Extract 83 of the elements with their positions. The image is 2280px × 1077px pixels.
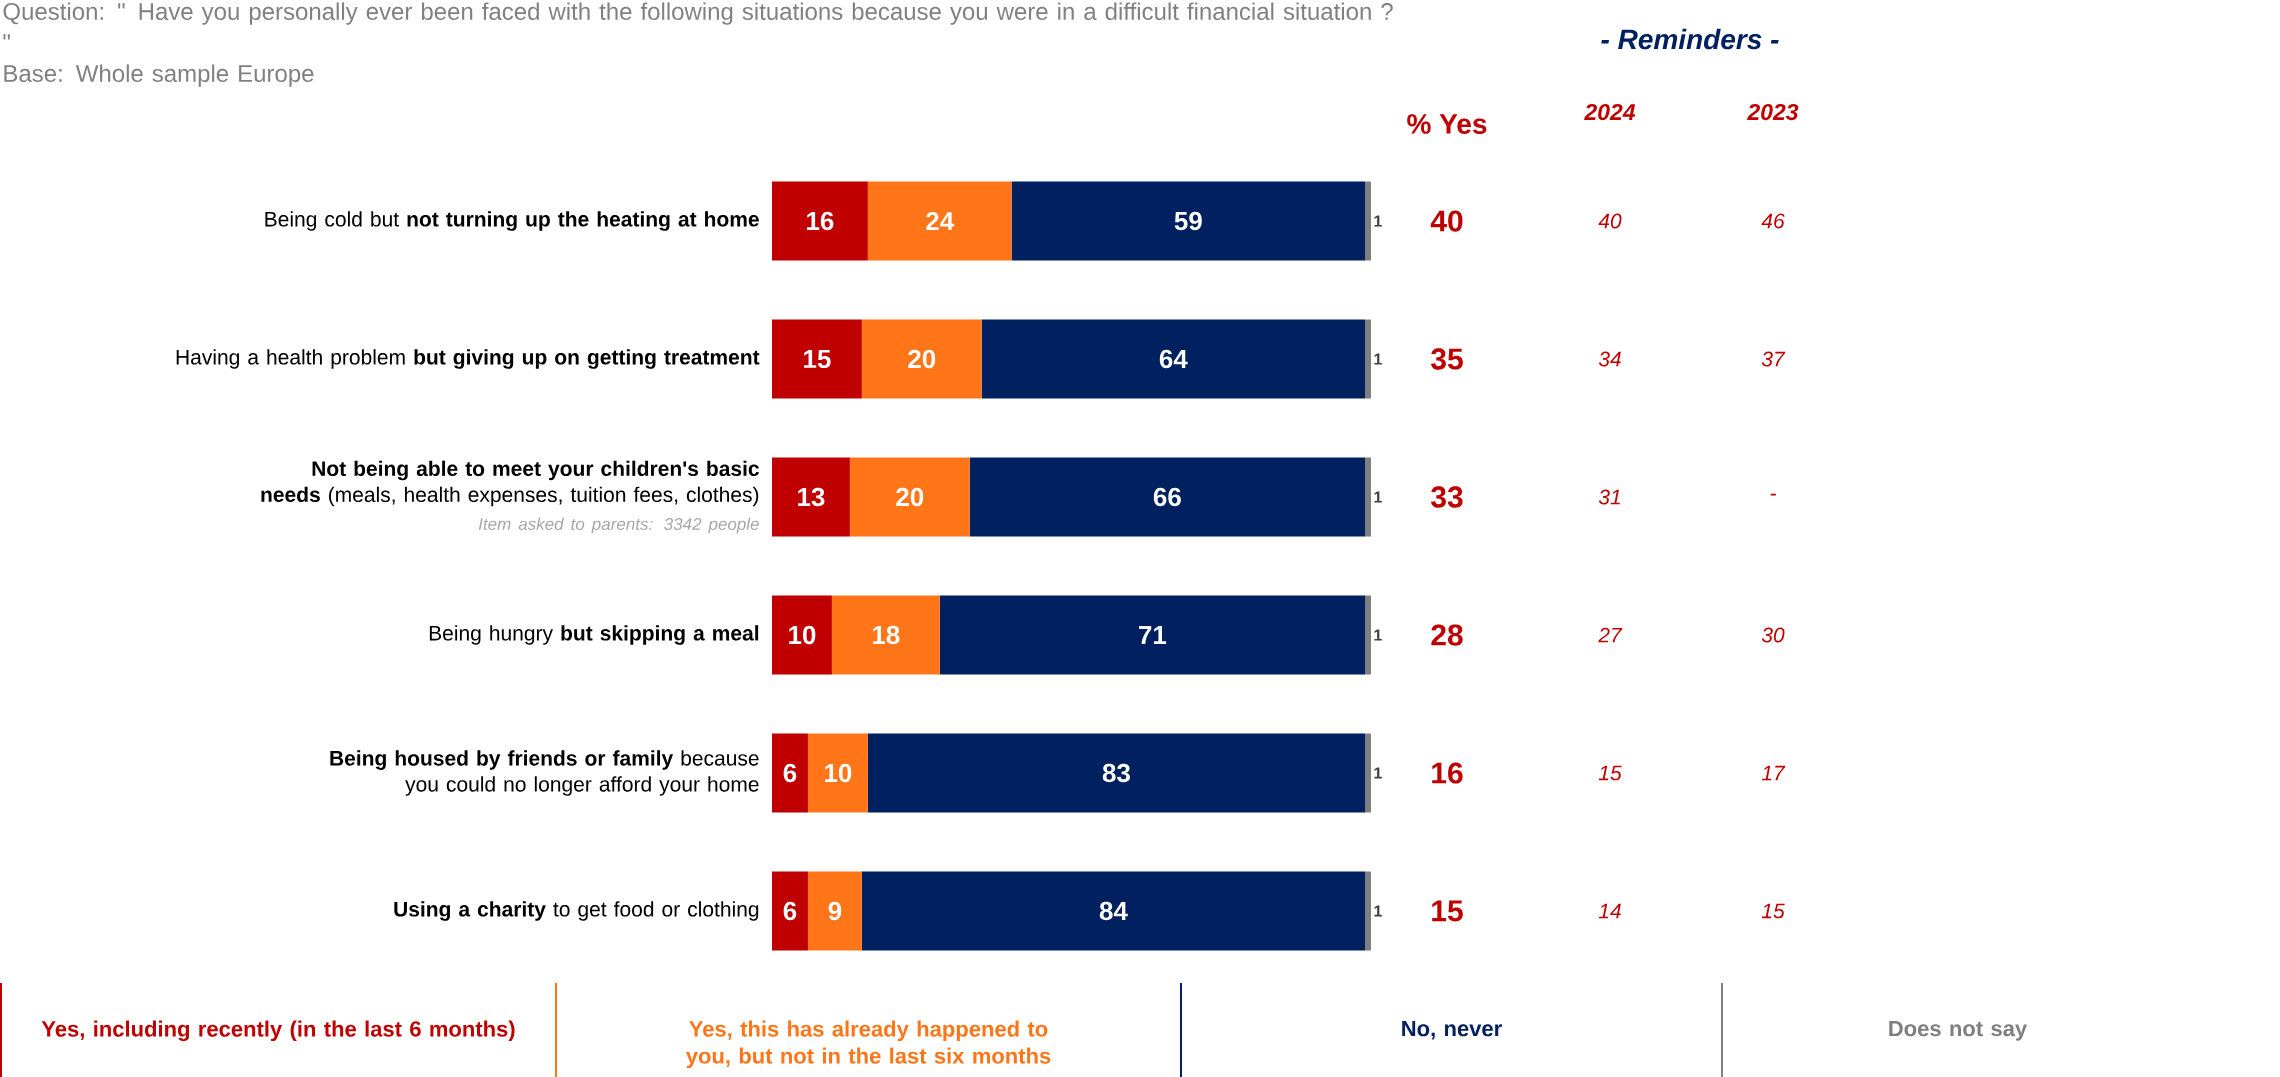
text: 46 (1761, 213, 1785, 229)
bar (969, 457, 1366, 537)
text: 14 (1598, 903, 1621, 919)
data-label: 1 (1374, 905, 1382, 917)
bar (1365, 319, 1372, 399)
text: 2024 (1584, 103, 1636, 121)
y-tick-label: Being housed by friends or family because you could no longer afford your home (330, 750, 759, 796)
text: 15 (1598, 765, 1622, 781)
bar (772, 457, 850, 537)
bar (867, 181, 1012, 261)
data-label: 1 (1374, 215, 1382, 227)
text: 37 (1761, 351, 1786, 367)
bar (807, 871, 862, 951)
y-tick-label: Being hungry but skipping a meal (429, 625, 759, 645)
data-label: 20 (896, 487, 924, 507)
text: 27 (1598, 627, 1623, 643)
text: 33 (1431, 486, 1463, 508)
data-label: 9 (828, 901, 842, 921)
data-label: 84 (1099, 901, 1128, 921)
data-label: 6 (783, 901, 797, 921)
data-label: 1 (1374, 491, 1382, 503)
text: 30 (1761, 627, 1785, 643)
text: 40 (1598, 213, 1622, 229)
bar (772, 181, 868, 261)
text: 31 (1598, 489, 1620, 505)
y-tick-label: Having a health problem but giving up on getting treatment (176, 349, 760, 369)
data-label: 71 (1139, 626, 1167, 644)
text: - (1770, 493, 1777, 496)
bar (867, 733, 1366, 813)
text: 15 (1432, 900, 1463, 922)
text: Yes, including recently (in the last 6 months) (41, 1020, 515, 1042)
bar (831, 595, 940, 675)
data-label: 66 (1153, 487, 1181, 507)
bar (772, 595, 832, 675)
bar (1365, 733, 1372, 813)
data-label: 24 (926, 211, 955, 231)
data-label: 1 (1374, 629, 1382, 641)
data-label: 1 (1374, 353, 1382, 365)
text: - Reminders - (1601, 28, 1779, 50)
text: 17 (1761, 765, 1786, 781)
bar (861, 319, 982, 399)
bar (807, 733, 868, 813)
data-label: 83 (1102, 763, 1130, 783)
data-label: 16 (807, 211, 834, 231)
y-tick-label: Not being able to meet your children's basic needs (meals, health expenses, tuition fees, clothes) (261, 460, 759, 507)
text: % Yes (1407, 114, 1487, 134)
text: No, never (1402, 1020, 1502, 1040)
data-label: 64 (1159, 349, 1188, 369)
data-label: 1 (1374, 767, 1382, 779)
text: 2023 (1747, 103, 1799, 121)
bar (772, 871, 808, 951)
bar (1365, 457, 1372, 537)
text: 35 (1431, 348, 1463, 370)
data-label: 18 (872, 625, 900, 645)
text: Item asked to parents: 3342 people (478, 517, 759, 534)
bar (849, 457, 970, 537)
text: Does not say (1889, 1020, 2028, 1041)
text: 34 (1598, 351, 1621, 367)
bar (772, 733, 808, 813)
bar (1365, 595, 1372, 675)
bar (1365, 871, 1372, 951)
data-label: 10 (825, 763, 852, 783)
text: 15 (1761, 903, 1785, 919)
bar (1365, 181, 1372, 261)
data-label: 10 (789, 625, 816, 645)
text: 40 (1430, 210, 1463, 232)
bar (939, 595, 1366, 675)
y-tick-label: Using a charity to get food or clothing (394, 901, 759, 921)
text: Base: Whole sample Europe (4, 64, 314, 87)
bar (1011, 181, 1366, 261)
data-label: 6 (783, 763, 797, 783)
data-label: 13 (798, 487, 825, 507)
text: 16 (1432, 762, 1463, 784)
text: Yes, this has already happened to you, but not in the last six months (685, 1020, 1051, 1069)
bar (981, 319, 1366, 399)
text: 28 (1431, 624, 1463, 646)
data-label: 59 (1174, 211, 1202, 231)
data-label: 15 (804, 349, 831, 369)
data-label: 20 (908, 349, 936, 369)
y-tick-label: Being cold but not turning up the heating at home (265, 211, 759, 231)
bar (772, 319, 862, 399)
bar (861, 871, 1366, 951)
chart-title: Question: " Have you personally ever been faced with the following situations because you were in a difficult financial situation ? " (3, 2, 1393, 40)
